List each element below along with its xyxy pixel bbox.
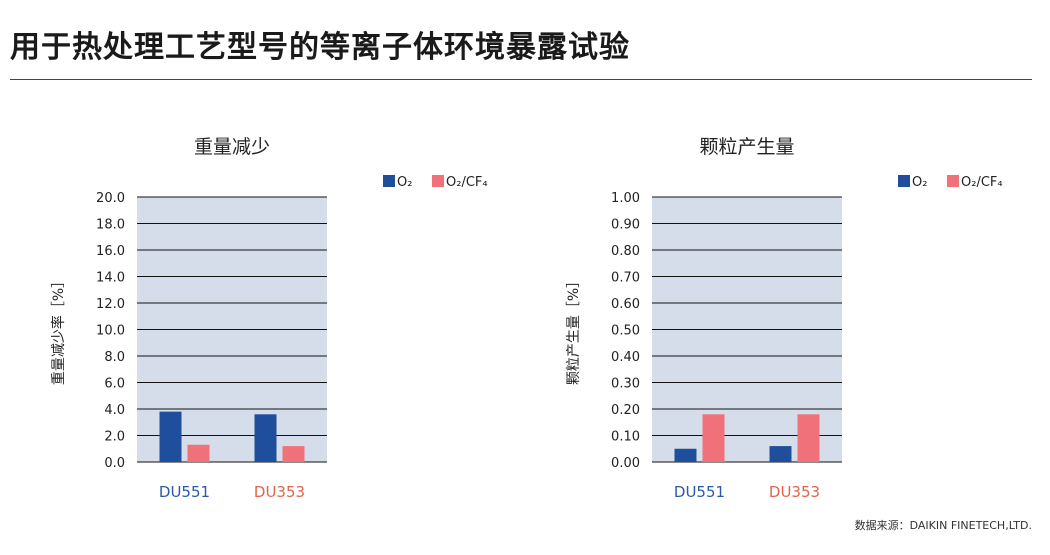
title-divider <box>10 79 1032 80</box>
legend-swatch-o2-cf4 <box>432 175 444 187</box>
chart-title: 颗粒产生量 <box>699 136 794 158</box>
y-tick-label: 0.80 <box>611 244 640 259</box>
y-tick-label: 0.50 <box>611 324 640 339</box>
bar-du353-o2 <box>254 414 277 462</box>
y-tick-label: 16.0 <box>96 244 125 259</box>
x-category-label: DU551 <box>159 483 210 501</box>
y-tick-label: 10.0 <box>96 324 125 339</box>
bar-du551-o2-cf4 <box>702 414 725 462</box>
chart-title: 重量减少 <box>194 136 270 158</box>
legend-label-o2-cf4: O₂/CF₄ <box>446 175 488 190</box>
particle-generation-chart: 颗粒产生量 O₂ O₂/CF₄ 0.00 0.10 0.20 0.30 0.40 0.50 0.6… <box>566 136 1003 501</box>
page-title: 用于热处理工艺型号的等离子体环境暴露试验 <box>10 30 630 65</box>
legend-swatch-o2-cf4 <box>947 175 959 187</box>
x-category-label: DU353 <box>769 483 820 501</box>
y-tick-label: 0.10 <box>611 430 640 445</box>
y-tick-label: 0.90 <box>611 218 640 233</box>
bar-du353-o2-cf4 <box>282 446 305 462</box>
y-tick-label: 1.00 <box>611 191 640 206</box>
y-tick-label: 8.0 <box>104 350 125 365</box>
legend-label-o2-cf4: O₂/CF₄ <box>961 175 1003 190</box>
y-tick-label: 0.40 <box>611 350 640 365</box>
legend-label-o2: O₂ <box>397 175 412 190</box>
weight-loss-chart: 重量减少 O₂ O₂/CF₄ 0.0 2.0 4.0 6.0 8.0 10.0 12.0 14.0 1… <box>50 136 488 501</box>
bar-du353-o2-cf4 <box>797 414 820 462</box>
x-category-label: DU551 <box>674 483 725 501</box>
y-tick-label: 6.0 <box>104 377 125 392</box>
bar-du551-o2 <box>674 448 697 462</box>
legend-label-o2: O₂ <box>912 175 927 190</box>
y-tick-label: 18.0 <box>96 218 125 233</box>
y-tick-label: 2.0 <box>104 430 125 445</box>
legend-swatch-o2 <box>898 175 910 187</box>
source-note: 数据来源：DAIKIN FINETECH,LTD. <box>854 519 1032 532</box>
bar-du551-o2-cf4 <box>187 444 210 462</box>
legend-swatch-o2 <box>383 175 395 187</box>
y-tick-label: 14.0 <box>96 271 125 286</box>
y-tick-label: 20.0 <box>96 191 125 206</box>
y-tick-label: 12.0 <box>96 297 125 312</box>
y-tick-label: 4.0 <box>104 403 125 418</box>
y-tick-label: 0.00 <box>611 456 640 471</box>
y-axis-label: 颗粒产生量［%］ <box>566 274 582 385</box>
y-tick-label: 0.30 <box>611 377 640 392</box>
bar-du353-o2 <box>769 446 792 462</box>
y-tick-label: 0.0 <box>104 456 125 471</box>
bar-du551-o2 <box>159 411 182 462</box>
x-category-label: DU353 <box>254 483 305 501</box>
y-tick-label: 0.20 <box>611 403 640 418</box>
y-axis-label: 重量减少率［%］ <box>50 274 67 385</box>
y-tick-label: 0.70 <box>611 271 640 286</box>
y-tick-label: 0.60 <box>611 297 640 312</box>
